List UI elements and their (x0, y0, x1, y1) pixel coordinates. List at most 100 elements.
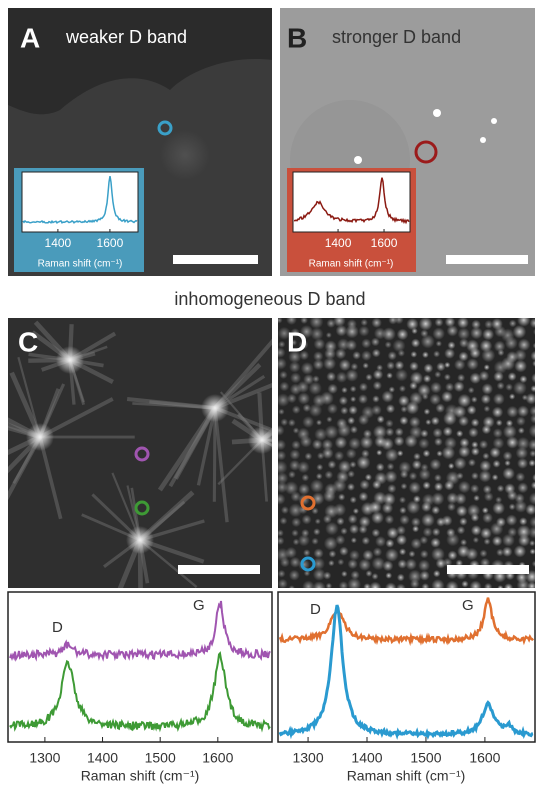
image-dot (480, 527, 492, 539)
image-dot (516, 472, 526, 482)
image-dot (533, 328, 541, 336)
image-dot (359, 492, 369, 502)
image-dot (457, 317, 469, 329)
image-dot (385, 448, 398, 461)
image-dot (349, 461, 356, 468)
image-dot (347, 470, 354, 477)
image-dot (448, 463, 454, 469)
image-dot (493, 393, 505, 405)
image-dot (407, 500, 421, 514)
image-dot (509, 393, 515, 399)
image-dot (334, 451, 344, 461)
scale-bar (446, 255, 528, 264)
x-tick-label: 1300 (29, 750, 60, 766)
image-dot (361, 350, 372, 361)
image-dot (409, 481, 421, 493)
image-dot (353, 508, 359, 514)
image-dot (308, 382, 321, 395)
image-dot (482, 513, 493, 524)
image-dot (457, 526, 465, 534)
image-glow (56, 346, 84, 374)
x-axis-label: Raman shift (cm⁻¹) (81, 768, 200, 784)
image-dot (297, 381, 309, 393)
image-dot (382, 391, 394, 403)
image-dot (292, 405, 301, 414)
image-dot (497, 485, 504, 492)
panel-title: weaker D band (65, 27, 187, 47)
x-tick-label: 1600 (97, 236, 124, 250)
image-dot (490, 522, 503, 535)
image-dot (323, 572, 331, 580)
peak-label: D (310, 601, 321, 618)
image-dot (420, 429, 428, 437)
image-dot (418, 438, 429, 449)
image-dot (507, 406, 519, 418)
image-dot (454, 359, 465, 370)
image-dot (509, 320, 517, 328)
image-dot (382, 327, 396, 341)
image-dot (529, 492, 541, 505)
image-dot (481, 394, 491, 404)
image-dot (513, 325, 527, 339)
image-dot (442, 515, 453, 526)
image-dot (530, 548, 536, 554)
image-dot (278, 341, 285, 348)
image-dot (501, 357, 515, 371)
image-dot (385, 548, 399, 562)
image-dot (399, 515, 409, 525)
image-dot (351, 537, 357, 543)
image-dot (341, 387, 347, 393)
image-spot (354, 156, 362, 164)
image-dot (333, 314, 345, 326)
image-dot (314, 338, 326, 350)
image-dot (278, 579, 288, 589)
image-dot (316, 473, 323, 480)
image-dot (480, 549, 488, 557)
image-dot (277, 529, 284, 536)
image-c (0, 318, 320, 611)
image-dot (445, 382, 454, 391)
scale-bar (447, 565, 529, 574)
image-dot (504, 460, 510, 466)
image-dot (339, 546, 348, 555)
image-dot (508, 372, 517, 381)
image-dot (434, 474, 442, 482)
image-dot (471, 396, 478, 403)
image-dot (361, 319, 368, 326)
image-dot (362, 537, 370, 545)
image-dot (328, 460, 337, 469)
image-dot (289, 585, 295, 591)
image-dot (411, 338, 420, 347)
image-dot (492, 536, 502, 546)
image-dot (454, 457, 467, 470)
image-dot (409, 382, 417, 390)
image-dot (497, 585, 503, 591)
image-dot (287, 394, 297, 404)
image-dot (423, 527, 433, 537)
image-dot (484, 405, 491, 412)
image-dot (312, 375, 319, 382)
image-dot (347, 483, 355, 491)
image-dot (505, 337, 518, 350)
image-dot (502, 546, 512, 556)
image-dot (399, 548, 406, 555)
image-dot (457, 374, 465, 382)
image-dot (422, 583, 430, 591)
image-dot (323, 357, 336, 370)
image-dot (419, 469, 431, 481)
image-dot (529, 540, 535, 546)
panel-title: stronger D band (332, 27, 461, 47)
image-dot (530, 318, 540, 328)
image-dot (297, 461, 309, 473)
image-dot (479, 460, 491, 472)
image-dot (410, 579, 419, 588)
x-tick-label: 1500 (410, 750, 441, 766)
image-dot (456, 430, 463, 437)
image-dot (433, 570, 440, 577)
image-dot (291, 440, 300, 449)
image-dot (447, 325, 459, 337)
image-dot (412, 525, 419, 532)
image-dot (347, 578, 361, 592)
image-dot (339, 581, 348, 590)
image-dot (460, 539, 467, 546)
